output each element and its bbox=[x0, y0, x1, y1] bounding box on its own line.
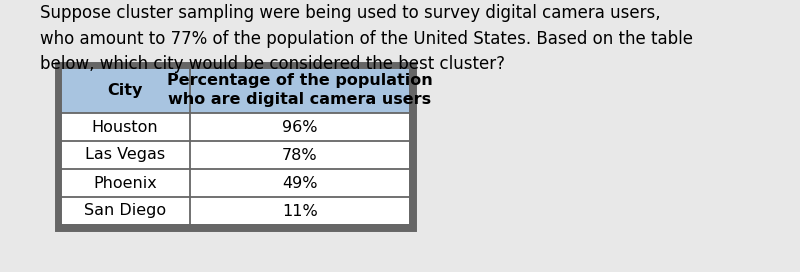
Bar bbox=[60, 67, 410, 113]
Text: 11%: 11% bbox=[282, 203, 318, 218]
Bar bbox=[60, 67, 410, 225]
Text: 78%: 78% bbox=[282, 147, 318, 162]
Text: 49%: 49% bbox=[282, 175, 318, 190]
Text: Phoenix: Phoenix bbox=[93, 175, 157, 190]
Text: Houston: Houston bbox=[92, 119, 158, 134]
Text: Las Vegas: Las Vegas bbox=[85, 147, 165, 162]
Text: Suppose cluster sampling were being used to survey digital camera users,
who amo: Suppose cluster sampling were being used… bbox=[40, 4, 693, 73]
Text: 96%: 96% bbox=[282, 119, 318, 134]
Bar bbox=[58, 64, 413, 227]
Text: Percentage of the population
who are digital camera users: Percentage of the population who are dig… bbox=[167, 73, 433, 107]
Bar bbox=[60, 67, 410, 225]
Text: City: City bbox=[107, 82, 142, 97]
Text: San Diego: San Diego bbox=[84, 203, 166, 218]
